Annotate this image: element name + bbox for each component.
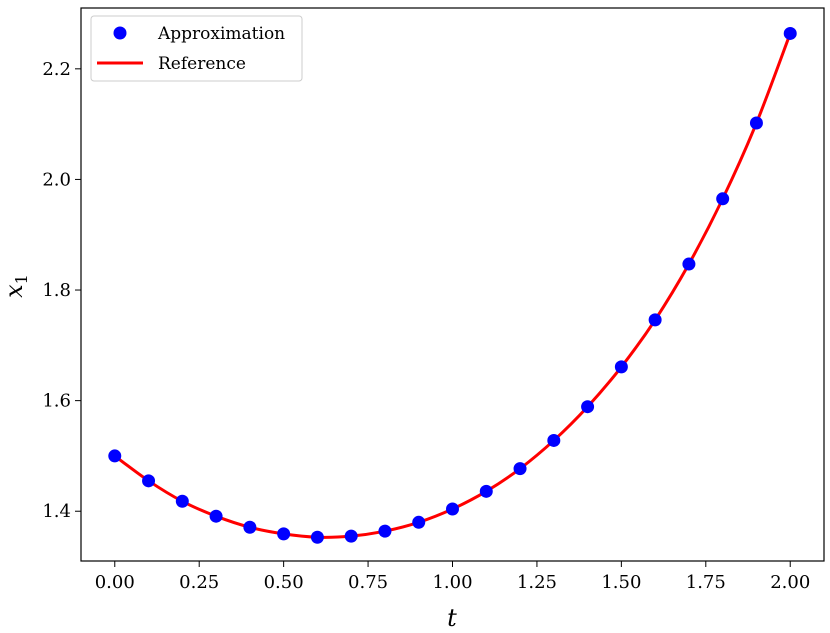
y-tick-label: 2.0 bbox=[42, 169, 71, 190]
x-tick-label: 1.25 bbox=[517, 572, 557, 593]
approximation-point bbox=[479, 484, 493, 498]
approximation-point bbox=[648, 313, 662, 327]
approximation-point bbox=[378, 524, 392, 538]
approximation-point bbox=[749, 116, 763, 130]
x-tick-label: 0.75 bbox=[348, 572, 388, 593]
series-approximation-markers bbox=[108, 26, 797, 544]
approximation-point bbox=[310, 530, 324, 544]
approximation-point bbox=[716, 192, 730, 206]
y-tick-label: 1.4 bbox=[42, 501, 71, 522]
x-axis-label: t bbox=[447, 604, 457, 632]
approximation-point bbox=[682, 257, 696, 271]
y-axis-label-group: x1 bbox=[0, 274, 31, 298]
approximation-point bbox=[209, 509, 223, 523]
x-axis-ticks: 0.00 0.25 0.50 0.75 1.00 1.25 1.50 1.75 2.00 bbox=[95, 561, 810, 593]
approximation-point bbox=[446, 502, 459, 516]
approximation-point bbox=[412, 515, 426, 529]
legend-box bbox=[90, 15, 303, 82]
approximation-point bbox=[547, 433, 561, 447]
legend: Approximation Reference bbox=[90, 15, 303, 82]
x-tick-label: 0.50 bbox=[264, 572, 304, 593]
legend-approximation-marker bbox=[113, 26, 127, 40]
x-tick-label: 1.50 bbox=[601, 572, 641, 593]
x-tick-label: 0.00 bbox=[95, 572, 135, 593]
y-tick-label: 1.6 bbox=[42, 391, 71, 412]
y-axis-ticks: 1.4 1.6 1.8 2.0 2.2 bbox=[42, 59, 81, 522]
x-tick-label: 2.00 bbox=[770, 572, 810, 593]
x-tick-label: 1.00 bbox=[432, 572, 472, 593]
approximation-point bbox=[175, 494, 189, 508]
approximation-point bbox=[243, 520, 257, 534]
approximation-point bbox=[614, 360, 628, 374]
y-tick-label: 2.2 bbox=[42, 59, 71, 80]
x-tick-label: 1.75 bbox=[686, 572, 726, 593]
y-axis-label-main: x bbox=[0, 284, 28, 298]
y-axis-label: x1 bbox=[0, 274, 31, 298]
approximation-point bbox=[513, 462, 527, 476]
x-tick-label: 0.25 bbox=[179, 572, 219, 593]
approximation-point bbox=[142, 474, 156, 488]
approximation-point bbox=[581, 400, 595, 414]
approximation-point bbox=[277, 527, 291, 541]
legend-approximation-label: Approximation bbox=[157, 24, 285, 44]
legend-reference-label: Reference bbox=[158, 54, 246, 74]
y-tick-label: 1.8 bbox=[42, 280, 71, 301]
approximation-point bbox=[108, 449, 122, 463]
approximation-point bbox=[783, 26, 797, 40]
plot-area bbox=[80, 7, 825, 562]
approximation-point bbox=[344, 529, 358, 543]
y-axis-label-subscript: 1 bbox=[12, 274, 31, 284]
